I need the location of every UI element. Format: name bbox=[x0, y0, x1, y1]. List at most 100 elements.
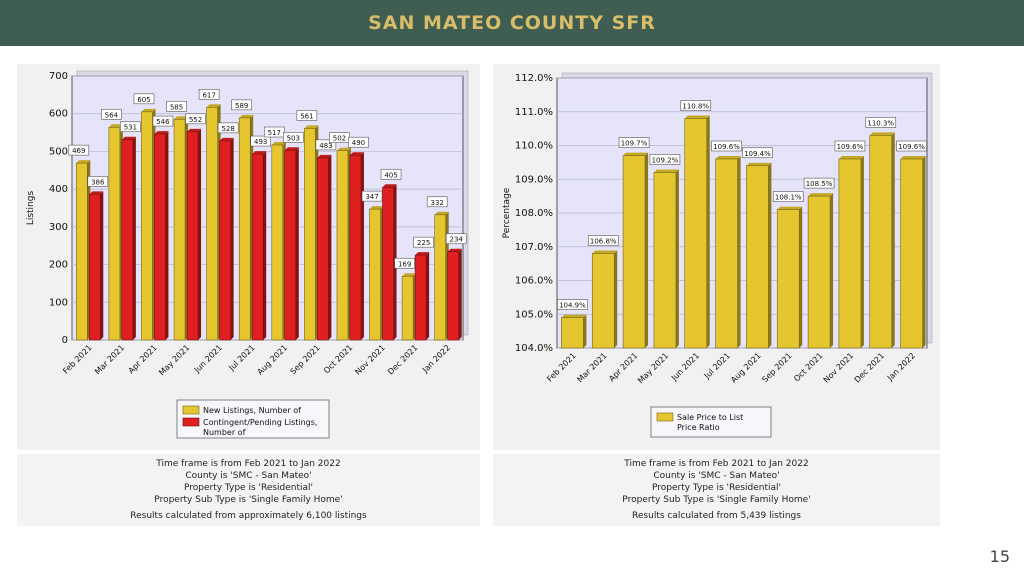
ratio-legend-label: Sale Price to List Price Ratio bbox=[677, 413, 743, 432]
ratio-bar-top bbox=[715, 156, 741, 159]
ratio-y-tick-label: 110.0% bbox=[515, 141, 553, 152]
listings-bar-top bbox=[174, 116, 189, 120]
listings-bar bbox=[336, 150, 349, 341]
listings-data-label-box bbox=[152, 115, 174, 127]
listings-plot-area bbox=[71, 75, 464, 341]
listings-data-label: 561 bbox=[300, 112, 313, 120]
listings-bar bbox=[271, 144, 284, 341]
ratio-x-tick-label: Aug 2021 bbox=[729, 351, 763, 385]
ratio-bar-top bbox=[684, 115, 710, 119]
listings-bar-top bbox=[317, 154, 332, 158]
ratio-y-axis-label: Percentage bbox=[502, 187, 512, 238]
listings-data-label-box bbox=[217, 122, 239, 134]
listings-result-note: Results calculated from approximately 6,… bbox=[130, 511, 367, 521]
listings-y-tick-label: 500 bbox=[49, 146, 68, 157]
ratio-bar-side bbox=[614, 250, 618, 348]
ratio-bar-side bbox=[860, 156, 864, 348]
ratio-bar-top bbox=[777, 206, 803, 210]
ratio-x-tick-label: Jun 2021 bbox=[669, 351, 701, 383]
listings-bar bbox=[154, 133, 166, 341]
listings-y-axis-label: Listings bbox=[26, 191, 36, 226]
listings-y-tick-label: 700 bbox=[49, 71, 68, 82]
listings-note-county: County is 'SMC - San Mateo' bbox=[185, 471, 312, 481]
listings-data-label: 564 bbox=[105, 111, 119, 119]
ratio-data-label-box bbox=[711, 140, 742, 152]
ratio-bar bbox=[776, 209, 800, 349]
listings-bar-top bbox=[121, 136, 136, 140]
listings-data-label: 528 bbox=[221, 125, 234, 133]
ratio-data-label: 109.6% bbox=[898, 143, 925, 151]
listings-x-tick-label: Oct 2021 bbox=[322, 343, 354, 375]
listings-data-label: 483 bbox=[319, 142, 332, 150]
listings-bar-side bbox=[263, 151, 267, 340]
listings-bar bbox=[414, 254, 427, 341]
listings-y-tick-label: 600 bbox=[49, 109, 68, 120]
ratio-x-tick-label: Nov 2021 bbox=[822, 351, 856, 385]
listings-bar bbox=[238, 117, 251, 341]
ratio-x-tick-label: Apr 2021 bbox=[607, 351, 639, 383]
listings-bar bbox=[401, 275, 414, 341]
ratio-data-label: 110.3% bbox=[867, 119, 894, 127]
listings-data-label: 386 bbox=[91, 178, 105, 186]
listings-data-label-box bbox=[166, 101, 187, 112]
ratio-data-label: 109.7% bbox=[621, 140, 648, 148]
listings-data-label-box bbox=[348, 136, 369, 148]
listings-data-label-box bbox=[101, 108, 122, 120]
listings-x-tick-label: Jul 2021 bbox=[227, 343, 257, 373]
listings-bar-top bbox=[76, 160, 91, 164]
ratio-note-timeframe: Time frame is from Feb 2021 to Jan 2022 bbox=[624, 459, 809, 469]
ratio-note-property-type: Property Type is 'Residential' bbox=[651, 483, 782, 493]
ratio-result-note: Results calculated from 5,439 listings bbox=[632, 511, 801, 521]
listings-bar-top bbox=[402, 273, 417, 277]
listings-data-label: 589 bbox=[235, 102, 248, 110]
ratio-bar-top bbox=[592, 250, 618, 254]
listings-data-label: 617 bbox=[202, 91, 215, 99]
listings-bar-top bbox=[89, 191, 104, 195]
listings-bar bbox=[108, 126, 121, 341]
ratio-y-tick-label: 107.0% bbox=[515, 242, 553, 253]
listings-bar-top bbox=[239, 114, 254, 118]
ratio-data-label-box bbox=[680, 100, 712, 111]
ratio-y-tick-label: 105.0% bbox=[515, 309, 553, 320]
listings-bar bbox=[447, 251, 460, 341]
listings-chart: 0 100 200 300 400 500 600 700 Listings 469 386 Feb … bbox=[26, 70, 469, 439]
listings-legend-label: New Listings, Number of bbox=[203, 406, 301, 415]
listings-data-label-box bbox=[185, 113, 206, 125]
ratio-bar bbox=[869, 135, 893, 349]
listings-x-tick-label: Jun 2021 bbox=[192, 343, 224, 375]
listings-data-label-box bbox=[380, 168, 402, 180]
ratio-bar bbox=[715, 158, 738, 349]
header-bar: SAN MATEO COUNTY SFR bbox=[0, 0, 1024, 46]
listings-chart-panel: 0 100 200 300 400 500 600 700 Listings 469 386 Feb … bbox=[17, 64, 480, 450]
ratio-bar-side bbox=[583, 314, 587, 348]
listings-bar-top bbox=[187, 128, 202, 132]
listings-x-tick-label: Jan 2022 bbox=[420, 343, 452, 375]
ratio-bar bbox=[561, 317, 584, 349]
listings-note-property-type: Property Type is 'Residential' bbox=[183, 483, 314, 493]
listings-info-panel: Time frame is from Feb 2021 to Jan 2022 … bbox=[17, 454, 480, 526]
ratio-bar-top bbox=[838, 156, 864, 159]
listings-bar-top bbox=[108, 124, 123, 128]
listings-bar-top bbox=[369, 206, 384, 210]
listings-legend-swatch bbox=[182, 405, 200, 415]
listings-data-label: 225 bbox=[417, 239, 430, 247]
listings-y-tick-label: 0 bbox=[62, 335, 68, 346]
ratio-bar-side bbox=[891, 132, 895, 348]
ratio-data-label: 108.1% bbox=[775, 194, 802, 202]
ratio-x-tick-label: Feb 2021 bbox=[545, 351, 578, 384]
ratio-bar bbox=[591, 253, 615, 349]
listings-data-label-box bbox=[413, 236, 434, 248]
ratio-x-tick-label: May 2021 bbox=[636, 351, 670, 385]
ratio-data-label: 110.8% bbox=[682, 103, 709, 111]
ratio-info-panel: Time frame is from Feb 2021 to Jan 2022 … bbox=[493, 454, 940, 526]
listings-bar bbox=[88, 194, 101, 341]
listings-bar bbox=[121, 139, 134, 341]
listings-bar bbox=[173, 119, 186, 341]
ratio-data-label: 108.5% bbox=[806, 180, 833, 188]
listings-data-label: 552 bbox=[189, 116, 202, 124]
listings-note-timeframe: Time frame is from Feb 2021 to Jan 2022 bbox=[156, 459, 341, 469]
ratio-bar bbox=[746, 165, 769, 349]
ratio-x-tick-label: Jan 2022 bbox=[885, 351, 917, 383]
listings-bar bbox=[304, 128, 316, 341]
ratio-bar-side bbox=[737, 156, 741, 348]
